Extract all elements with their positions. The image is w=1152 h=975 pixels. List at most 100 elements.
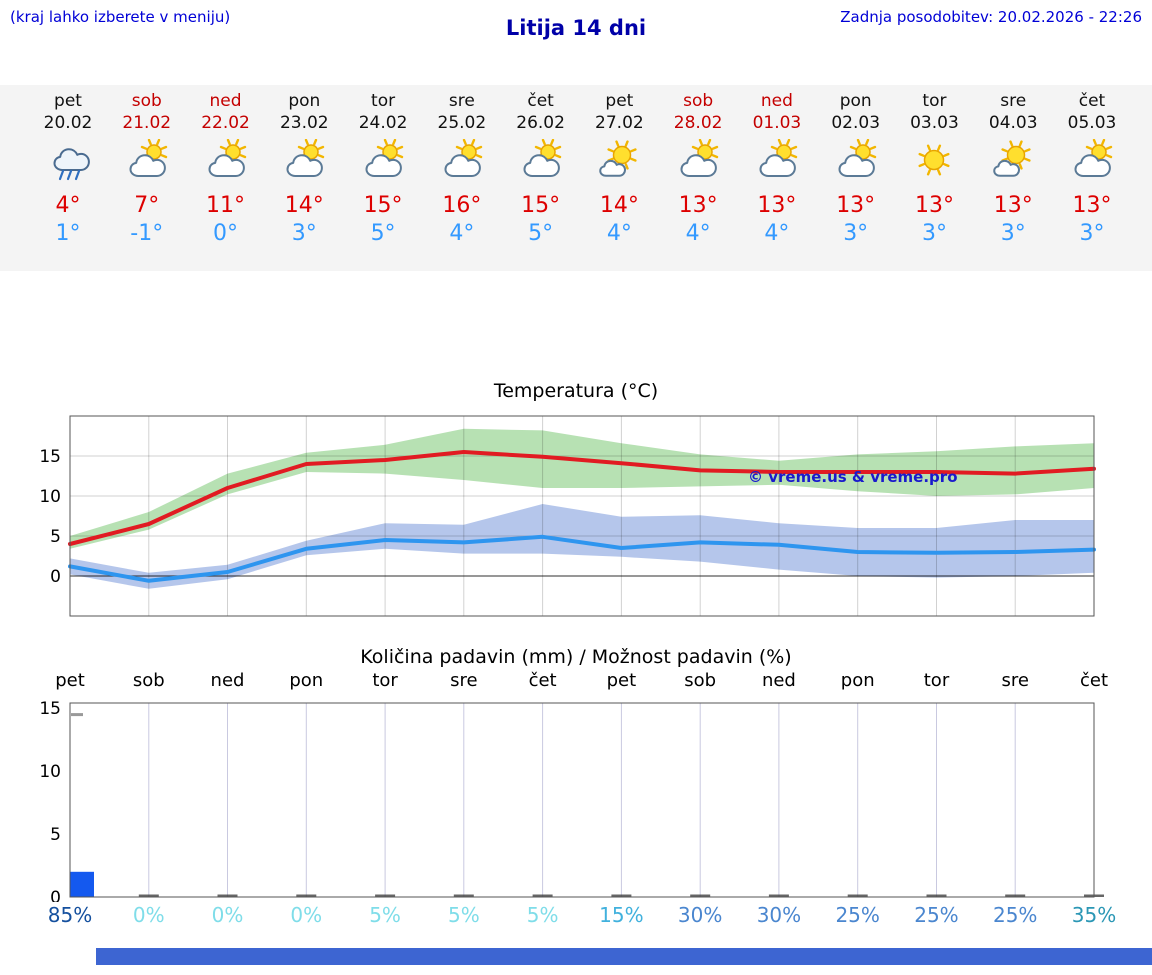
partly-sunny-icon <box>1052 138 1132 187</box>
day-high-temp: 7° <box>134 193 160 218</box>
day-low-temp: 5° <box>370 221 396 246</box>
partly-sunny-icon <box>501 138 581 187</box>
watermark-link[interactable]: © vreme.us & vreme.pro <box>748 468 958 486</box>
forecast-day: pet 27.02 14° 4° <box>579 90 659 247</box>
precip-day-label: sre <box>450 670 477 691</box>
day-low-temp: 4° <box>449 221 475 246</box>
forecast-day: čet 26.02 15° 5° <box>501 90 581 247</box>
mostly-sunny-icon <box>579 139 659 187</box>
day-low-temp: 4° <box>764 221 790 246</box>
day-high-temp: 4° <box>55 193 81 218</box>
day-date: 05.03 <box>1067 113 1117 133</box>
forecast-day: sre 04.03 13° 3° <box>973 90 1053 247</box>
rain-icon <box>28 139 108 187</box>
precip-zero-mark <box>611 894 632 897</box>
partly-sunny-icon <box>343 138 423 187</box>
forecast-day: pon 23.02 14° 3° <box>264 90 344 247</box>
precip-zero-mark <box>768 894 789 897</box>
precip-zero-mark <box>138 894 159 897</box>
forecast-day: ned 22.02 11° 0° <box>186 90 266 247</box>
precip-day-label: sob <box>133 670 165 691</box>
precip-probability: 0% <box>132 903 165 927</box>
precip-probability: 5% <box>526 903 559 927</box>
day-low-temp: -1° <box>130 221 164 246</box>
precip-day-label: pet <box>607 670 637 691</box>
forecast-day: sob 28.02 13° 4° <box>658 90 738 247</box>
precip-probability: 15% <box>599 903 644 927</box>
sunny-icon <box>894 139 974 187</box>
precip-probability: 0% <box>211 903 244 927</box>
max-temperature-line <box>68 450 1096 546</box>
day-high-temp: 15° <box>363 193 403 218</box>
min-temperature-line <box>68 534 1096 583</box>
day-low-temp: 3° <box>921 221 947 246</box>
day-date: 28.02 <box>673 113 723 133</box>
precip-zero-mark <box>296 894 317 897</box>
y-axis-label: 15 <box>39 699 61 719</box>
day-date: 26.02 <box>516 113 565 133</box>
day-high-temp: 13° <box>993 193 1033 218</box>
day-low-temp: 3° <box>291 221 317 246</box>
precip-day-label: ned <box>762 670 796 691</box>
y-axis-label: 10 <box>39 762 61 782</box>
day-name: čet <box>1078 91 1106 111</box>
day-name: pet <box>54 91 82 111</box>
precip-day-label: pet <box>55 670 85 691</box>
day-low-temp: 4° <box>685 221 711 246</box>
day-name: pet <box>605 91 634 111</box>
partly-sunny-icon <box>107 138 187 187</box>
precip-probability: 35% <box>1071 903 1117 927</box>
precip-probability: 85% <box>47 903 93 927</box>
y-axis-label: 5 <box>50 825 61 845</box>
day-low-temp: 5° <box>528 221 554 246</box>
day-low-temp: 3° <box>1079 221 1105 246</box>
precip-probability: 5% <box>447 903 480 927</box>
plot-border <box>69 702 1095 898</box>
day-low-temp: 3° <box>843 221 869 246</box>
partly-sunny-icon <box>264 138 344 187</box>
y-axis-label: 15 <box>39 447 61 467</box>
precip-probability: 25% <box>914 903 959 927</box>
day-high-temp: 16° <box>442 193 482 218</box>
page-title: Litija 14 dni <box>505 16 647 40</box>
day-date: 04.03 <box>988 113 1038 133</box>
partly-sunny-icon <box>816 138 896 187</box>
min-temperature-band <box>70 504 1094 589</box>
day-date: 20.02 <box>43 113 93 133</box>
temperature-chart-title: Temperatura (°C) <box>493 380 659 402</box>
partly-sunny-icon <box>658 138 738 187</box>
precip-zero-mark <box>1005 894 1026 897</box>
day-date: 22.02 <box>201 113 250 133</box>
plot-border <box>69 415 1095 617</box>
day-date: 02.03 <box>831 113 881 133</box>
footer-bar <box>96 948 1152 965</box>
forecast-day: ned 01.03 13° 4° <box>737 90 817 247</box>
day-high-temp: 15° <box>521 193 561 218</box>
menu-hint: (kraj lahko izberete v meniju) <box>10 8 231 26</box>
precip-day-label: tor <box>372 670 398 691</box>
day-name: čet <box>527 91 554 111</box>
precip-zero-mark <box>375 894 396 897</box>
day-date: 03.03 <box>910 113 959 133</box>
day-high-temp: 13° <box>836 193 876 218</box>
partly-sunny-icon <box>737 138 817 187</box>
precip-probability: 30% <box>756 903 802 927</box>
day-high-temp: 13° <box>914 193 954 218</box>
y-axis-label: 0 <box>50 567 61 587</box>
precip-day-label: tor <box>924 670 950 691</box>
day-name: pon <box>288 91 321 111</box>
precip-bar <box>70 871 94 897</box>
precip-zero-mark <box>926 894 947 897</box>
last-update: Zadnja posodobitev: 20.02.2026 - 22:26 <box>840 8 1142 26</box>
day-high-temp: 13° <box>757 193 797 218</box>
precip-day-label: sre <box>1001 670 1028 691</box>
precip-probability: 25% <box>992 903 1038 927</box>
precip-probability: 25% <box>835 903 880 927</box>
precip-probability: 0% <box>290 903 323 927</box>
precip-day-label: sob <box>684 670 716 691</box>
day-name: pon <box>839 91 872 111</box>
scale-marker <box>71 713 83 717</box>
precip-probability: 5% <box>369 903 401 927</box>
precip-day-label: čet <box>1080 670 1108 691</box>
partly-sunny-icon <box>422 138 502 187</box>
